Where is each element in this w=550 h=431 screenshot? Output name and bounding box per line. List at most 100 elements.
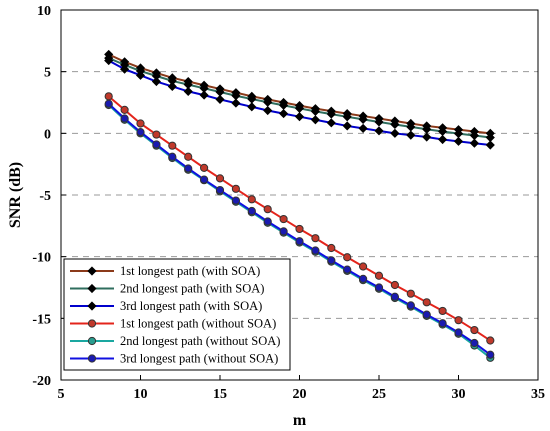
data-point [359, 262, 368, 271]
data-point [343, 265, 352, 274]
data-point [247, 206, 256, 216]
data-point [247, 195, 256, 204]
data-point [183, 86, 193, 96]
data-point [215, 174, 225, 183]
data-point [136, 128, 145, 137]
x-tick-label: 25 [372, 387, 386, 402]
series-line [108, 53, 491, 135]
data-point [453, 136, 464, 146]
data-point [454, 316, 463, 325]
x-tick-label: 10 [134, 387, 148, 402]
data-point [327, 256, 336, 265]
data-point [199, 90, 209, 100]
data-point [486, 336, 495, 345]
data-point [231, 98, 241, 108]
y-axis-title: SNR (dB) [7, 162, 24, 228]
data-point [311, 234, 320, 243]
data-point [358, 123, 368, 133]
x-tick-label: 5 [58, 387, 65, 402]
legend: 1st longest path (with SOA) 2nd longest p… [63, 258, 291, 371]
legend-marker [87, 266, 97, 276]
y-tick-label: -15 [32, 312, 51, 327]
data-point [104, 99, 113, 108]
series-2 [104, 53, 495, 143]
legend-label: 3rd longest path (with SOA) [120, 299, 262, 313]
data-point [263, 105, 273, 116]
data-point [342, 112, 352, 122]
data-point [374, 283, 384, 292]
legend-label: 1st longest path (without SOA) [120, 317, 276, 331]
data-point [469, 138, 479, 148]
legend-entry: 2nd longest path (without SOA) [70, 334, 280, 348]
data-point [485, 140, 495, 150]
data-point [390, 119, 400, 130]
series-6 [104, 99, 495, 359]
data-point [406, 289, 415, 298]
data-point [120, 105, 129, 115]
y-tick-label: 10 [37, 4, 51, 19]
legend-entry: 2nd longest path (with SOA) [70, 282, 264, 296]
data-point [231, 184, 240, 193]
x-tick-label: 30 [452, 387, 466, 402]
data-point [310, 115, 320, 125]
data-point [231, 196, 240, 205]
data-point [120, 64, 130, 74]
data-point [263, 205, 272, 214]
data-point [295, 237, 304, 246]
y-tick-label: 5 [44, 66, 51, 81]
data-point [294, 112, 305, 122]
data-point [168, 152, 177, 161]
data-point [390, 128, 400, 138]
data-point [136, 119, 145, 128]
series-3 [104, 56, 495, 150]
data-point [279, 109, 289, 119]
legend-marker [87, 283, 97, 294]
data-point [342, 121, 352, 131]
data-point [374, 271, 384, 280]
data-point [151, 76, 161, 87]
data-point [390, 292, 399, 301]
data-point [358, 114, 368, 124]
data-point [215, 185, 225, 195]
data-point [327, 243, 336, 253]
x-tick-label: 35 [531, 387, 545, 402]
data-point [422, 298, 431, 307]
data-point [438, 319, 447, 328]
legend-marker [87, 319, 97, 328]
y-tick-label: 0 [44, 127, 51, 142]
series-line [108, 57, 491, 139]
y-tick-label: -5 [39, 189, 51, 204]
data-point [135, 70, 146, 80]
legend-marker [87, 336, 97, 346]
data-point [390, 280, 399, 290]
series-1 [104, 49, 495, 138]
legend-entry: 3rd longest path (without SOA) [70, 352, 278, 366]
data-point [152, 140, 161, 149]
legend-label: 2nd longest path (without SOA) [120, 334, 280, 348]
series-lines [104, 49, 495, 362]
legend-label: 1st longest path (with SOA) [120, 264, 260, 278]
legend-marker [87, 301, 97, 311]
data-point [470, 325, 479, 335]
x-axis-title: m [293, 412, 307, 429]
data-point [200, 163, 209, 172]
data-point [295, 224, 304, 234]
data-point [167, 81, 177, 92]
data-point [326, 109, 336, 119]
data-point [152, 130, 161, 139]
x-tick-label: 20 [293, 387, 307, 402]
data-point [168, 141, 177, 150]
series-4 [104, 92, 495, 345]
data-point [406, 130, 416, 140]
y-tick-label: -10 [32, 251, 51, 266]
data-point [326, 118, 336, 128]
data-point [104, 92, 113, 101]
data-point [343, 253, 352, 262]
data-point [374, 117, 384, 127]
data-point [279, 227, 288, 236]
data-point [406, 301, 415, 310]
x-tick-label: 15 [213, 387, 227, 402]
data-point [374, 126, 384, 136]
legend-label: 2nd longest path (with SOA) [120, 282, 264, 296]
legend-label: 3rd longest path (without SOA) [120, 352, 278, 366]
